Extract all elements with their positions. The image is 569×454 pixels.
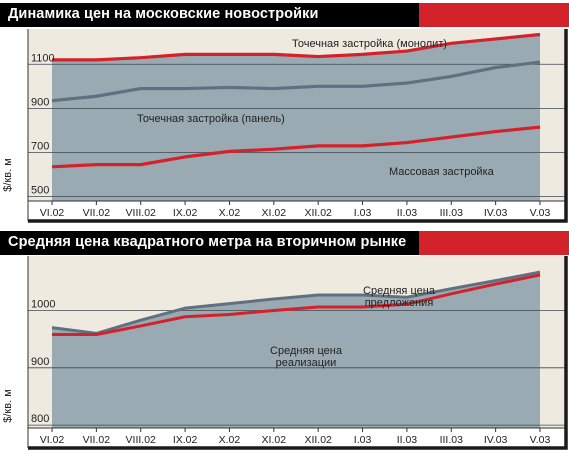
- y-tick-label: 1000: [31, 298, 55, 310]
- x-tick-label: I.03: [354, 207, 372, 219]
- y-tick-label: 1100: [31, 52, 55, 64]
- x-tick-label: II.03: [397, 207, 418, 219]
- frame-border: [28, 256, 568, 450]
- chart-panel-2: Средняя цена квадратного метра на вторич…: [0, 231, 569, 454]
- x-tick-label: VIII.02: [126, 434, 157, 446]
- x-tick-label: II.03: [397, 434, 418, 446]
- x-tick-label: IX.02: [173, 207, 198, 219]
- x-tick-label: IX.02: [173, 434, 198, 446]
- chart-title-2: Средняя цена квадратного метра на вторич…: [8, 234, 407, 250]
- y-tick-label: 500: [31, 185, 49, 197]
- x-tick-label: XII.02: [304, 434, 332, 446]
- annotation-line: Средняя цена: [270, 345, 343, 357]
- chart-title-1: Динамика цен на московские новостройки: [8, 6, 319, 22]
- x-tick-label: VI.02: [40, 434, 65, 446]
- y-tick-label: 700: [31, 140, 49, 152]
- x-tick-label: XI.02: [262, 434, 287, 446]
- x-tick-label: X.02: [219, 434, 241, 446]
- chart-2: 800 900 1000 $/кв. м VI.02 VII.02 VIII.02 IX.02…: [2, 256, 568, 450]
- y-tick-label: 900: [31, 356, 49, 368]
- chart-header-1: Динамика цен на московские новостройки: [0, 3, 569, 27]
- x-tick-label: I.03: [354, 434, 372, 446]
- x-tick-label: IV.03: [484, 207, 508, 219]
- series-line-2: [52, 273, 541, 337]
- series-line-2: [51, 60, 541, 103]
- x-tick-label: XII.02: [304, 207, 332, 219]
- x-axis-band: [28, 428, 566, 448]
- annotation-line: реализации: [276, 357, 337, 369]
- x-tick-label: III.03: [440, 207, 464, 219]
- series-annotation: Средняя цена предложения: [363, 285, 436, 309]
- series-annotation: Массовая застройка: [389, 166, 495, 178]
- x-tick-label: VII.02: [83, 434, 111, 446]
- chart-panel-1: Динамика цен на московские новостройки 5…: [0, 3, 569, 223]
- y-tick-label: 800: [31, 413, 49, 425]
- x-tick-label: VI.02: [40, 207, 65, 219]
- series-annotation: Точечная застройка (монолит): [292, 38, 447, 50]
- annotation-line: Средняя цена: [363, 285, 436, 297]
- area-fill: [52, 272, 540, 428]
- header-accent: [419, 231, 569, 255]
- chart-1: 500 700 900 1100 $/кв. м VI.02 VII.02 VIII.02 IX…: [2, 29, 568, 223]
- x-tick-label: XI.02: [262, 207, 287, 219]
- x-tick-label: IV.03: [484, 434, 508, 446]
- annotation-line: предложения: [365, 297, 434, 309]
- x-tick-label: X.02: [219, 207, 241, 219]
- header-accent: [419, 3, 569, 27]
- series-line-3: [51, 125, 541, 169]
- x-tick-label: VII.02: [83, 207, 111, 219]
- x-tick-label: V.03: [530, 207, 551, 219]
- series-annotation: Точечная застройка (панель): [137, 113, 285, 125]
- x-tick-label: VIII.02: [126, 207, 157, 219]
- y-axis-label: $/кв. м: [2, 389, 14, 423]
- y-axis-label: $/кв. м: [2, 158, 14, 192]
- series-annotation: Средняя цена реализации: [270, 345, 343, 369]
- x-tick-label: III.03: [440, 434, 464, 446]
- series-line-1: [52, 32, 541, 62]
- x-axis-band: [28, 201, 566, 221]
- x-tick-label: V.03: [530, 434, 551, 446]
- frame-border: [28, 29, 568, 223]
- y-tick-label: 900: [31, 96, 49, 108]
- series-line-1: [51, 270, 541, 335]
- chart-header-2: Средняя цена квадратного метра на вторич…: [0, 231, 569, 255]
